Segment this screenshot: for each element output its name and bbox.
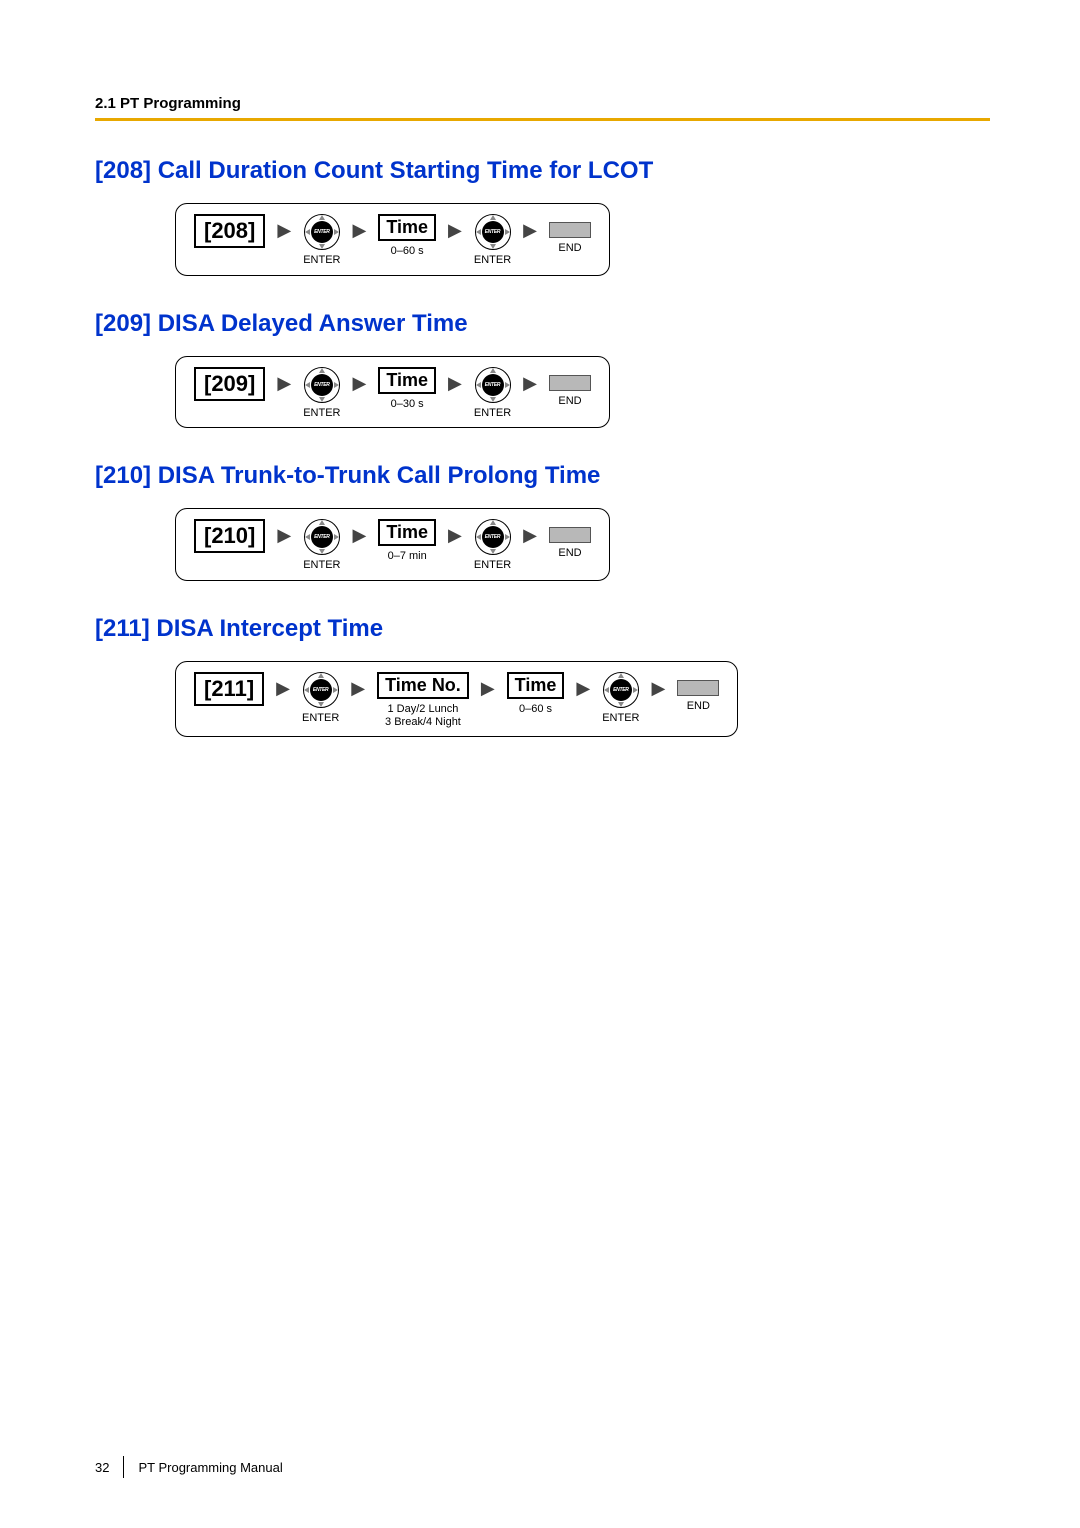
arrow-icon: ▶ — [352, 373, 366, 394]
arrow-icon: ▶ — [352, 525, 366, 546]
arrow-icon: ▶ — [523, 373, 537, 394]
enter-label: ENTER — [303, 559, 340, 572]
time-box: Time — [507, 672, 565, 699]
arrow-icon: ▶ — [523, 525, 537, 546]
section-title-210: [210] DISA Trunk-to-Trunk Call Prolong T… — [95, 462, 990, 490]
arrow-icon: ▶ — [523, 220, 537, 241]
code-step: [208] — [194, 214, 265, 248]
enter-label: ENTER — [474, 407, 511, 420]
arrow-icon: ▶ — [276, 678, 290, 699]
page-number: 32 — [95, 1460, 109, 1475]
enter-label: ENTER — [474, 254, 511, 267]
end-step: END — [549, 519, 591, 560]
enter-step: ENTER ENTER — [602, 672, 639, 725]
end-label: END — [558, 395, 581, 408]
section-title-209: [209] DISA Delayed Answer Time — [95, 310, 990, 338]
enter-step: ENTER ENTER — [302, 672, 339, 725]
enter-step: ENTER ENTER — [303, 519, 340, 572]
time-step: Time 0–30 s — [378, 367, 436, 411]
code-box: [208] — [194, 214, 265, 248]
range-label: 0–7 min — [388, 550, 427, 563]
arrow-icon: ▶ — [277, 525, 291, 546]
end-box-icon — [549, 527, 591, 543]
flow-211: [211] ▶ ENTER ENTER ▶ Time No. 1 Day/2 L… — [175, 661, 738, 737]
end-step: END — [677, 672, 719, 713]
footer-title: PT Programming Manual — [138, 1460, 282, 1475]
header-section-label: 2.1 PT Programming — [95, 95, 990, 112]
time-box: Time — [378, 519, 436, 546]
arrow-icon: ▶ — [448, 220, 462, 241]
arrow-icon: ▶ — [448, 373, 462, 394]
flow-209: [209] ▶ ENTER ENTER ▶ Time 0–30 s ▶ ENTE… — [175, 356, 610, 429]
timeno-box: Time No. — [377, 672, 469, 699]
enter-label: ENTER — [474, 559, 511, 572]
flow-210: [210] ▶ ENTER ENTER ▶ Time 0–7 min ▶ ENT… — [175, 508, 610, 581]
arrow-icon: ▶ — [352, 220, 366, 241]
flow-208: [208] ▶ ENTER ENTER ▶ Time 0–60 s ▶ ENTE… — [175, 203, 610, 276]
enter-step: ENTER ENTER — [303, 367, 340, 420]
enter-button-icon: ENTER — [475, 214, 511, 250]
range-label: 0–30 s — [391, 398, 424, 411]
enter-step: ENTER ENTER — [474, 367, 511, 420]
end-box-icon — [549, 222, 591, 238]
page-footer: 32 PT Programming Manual — [95, 1456, 283, 1478]
code-step: [209] — [194, 367, 265, 401]
enter-button-icon: ENTER — [475, 519, 511, 555]
range-label: 0–60 s — [391, 245, 424, 258]
enter-label: ENTER — [303, 254, 340, 267]
time-box: Time — [378, 214, 436, 241]
end-step: END — [549, 367, 591, 408]
arrow-icon: ▶ — [481, 678, 495, 699]
enter-step: ENTER ENTER — [474, 519, 511, 572]
end-step: END — [549, 214, 591, 255]
code-box: [209] — [194, 367, 265, 401]
end-label: END — [558, 547, 581, 560]
arrow-icon: ▶ — [576, 678, 590, 699]
time-box: Time — [378, 367, 436, 394]
code-box: [210] — [194, 519, 265, 553]
enter-label: ENTER — [303, 407, 340, 420]
range-label: 0–60 s — [519, 703, 552, 716]
code-step: [210] — [194, 519, 265, 553]
arrow-icon: ▶ — [277, 373, 291, 394]
end-box-icon — [549, 375, 591, 391]
enter-button-icon: ENTER — [603, 672, 639, 708]
arrow-icon: ▶ — [277, 220, 291, 241]
section-title-208: [208] Call Duration Count Starting Time … — [95, 157, 990, 185]
timeno-range-label: 1 Day/2 Lunch 3 Break/4 Night — [385, 703, 461, 728]
end-label: END — [687, 700, 710, 713]
end-box-icon — [677, 680, 719, 696]
enter-step: ENTER ENTER — [474, 214, 511, 267]
page-header: 2.1 PT Programming — [95, 95, 990, 121]
time-step: Time 0–7 min — [378, 519, 436, 563]
enter-button-icon: ENTER — [304, 214, 340, 250]
enter-label: ENTER — [602, 712, 639, 725]
code-step: [211] — [194, 672, 264, 706]
arrow-icon: ▶ — [651, 678, 665, 699]
arrow-icon: ▶ — [351, 678, 365, 699]
header-rule — [95, 118, 990, 121]
enter-button-icon: ENTER — [303, 672, 339, 708]
code-box: [211] — [194, 672, 264, 706]
enter-button-icon: ENTER — [304, 367, 340, 403]
time-step: Time 0–60 s — [507, 672, 565, 716]
arrow-icon: ▶ — [448, 525, 462, 546]
end-label: END — [558, 242, 581, 255]
enter-label: ENTER — [302, 712, 339, 725]
footer-separator — [123, 1456, 124, 1478]
enter-button-icon: ENTER — [304, 519, 340, 555]
timeno-step: Time No. 1 Day/2 Lunch 3 Break/4 Night — [377, 672, 469, 728]
enter-button-icon: ENTER — [475, 367, 511, 403]
enter-step: ENTER ENTER — [303, 214, 340, 267]
time-step: Time 0–60 s — [378, 214, 436, 258]
section-title-211: [211] DISA Intercept Time — [95, 615, 990, 643]
